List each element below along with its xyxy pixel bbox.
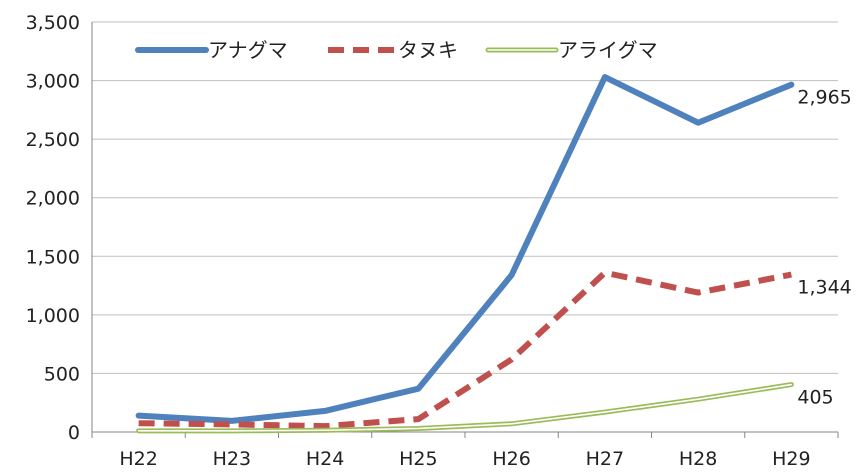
series-lines (135, 74, 795, 434)
data-point (698, 399, 699, 400)
data-point (698, 122, 699, 123)
data-point (791, 84, 792, 85)
legend-label: タヌキ (398, 38, 458, 62)
data-point (791, 274, 792, 275)
data-point (418, 388, 419, 389)
data-point (604, 412, 605, 413)
data-point (231, 420, 232, 421)
y-tick-label: 3,500 (26, 12, 80, 34)
data-point (325, 426, 326, 427)
y-tick-label: 1,000 (26, 305, 80, 327)
data-point (511, 275, 512, 276)
end-data-label: 405 (797, 387, 833, 409)
y-tick-label: 3,000 (26, 71, 80, 93)
series-line-inner (137, 383, 793, 432)
legend-item-2: アライグマ (485, 38, 658, 62)
series-0 (135, 74, 795, 424)
data-point (511, 359, 512, 360)
end-data-label: 1,344 (797, 277, 851, 299)
legend-item-0: アナグマ (135, 38, 288, 62)
x-tick-label: H26 (492, 448, 530, 470)
data-point (231, 424, 232, 425)
gridlines (92, 21, 838, 374)
data-point (138, 430, 139, 431)
data-point (231, 430, 232, 431)
data-point (138, 423, 139, 424)
y-tick-label: 0 (68, 422, 80, 444)
y-tick-label: 1,500 (26, 246, 80, 268)
series-line (135, 74, 795, 424)
data-point (418, 419, 419, 420)
axes: 0 500 1,000 1,500 2,000 2,500 3,000 3,500 H22 H23… (26, 12, 839, 470)
data-labels: 2,965 1,344 405 (797, 87, 851, 409)
end-data-label: 2,965 (797, 87, 851, 109)
legend-label: アライグマ (558, 38, 658, 62)
series-2 (136, 382, 794, 434)
x-tick-label: H22 (119, 448, 157, 470)
y-tick-label: 2,000 (26, 188, 80, 210)
data-point (791, 384, 792, 385)
x-tick-label: H23 (213, 448, 251, 470)
data-point (511, 423, 512, 424)
data-point (604, 272, 605, 273)
x-tick-label: H25 (399, 448, 437, 470)
data-point (138, 415, 139, 416)
legend-item-1: タヌキ (328, 38, 458, 62)
data-point (604, 77, 605, 78)
y-tick-label: 2,500 (26, 129, 80, 151)
series-line (138, 269, 792, 430)
data-point (418, 428, 419, 429)
legend-label: アナグマ (208, 38, 288, 62)
data-point (698, 292, 699, 293)
data-point (325, 410, 326, 411)
x-tick-label: H29 (772, 448, 810, 470)
y-tick-label: 500 (44, 363, 80, 385)
x-tick-label: H28 (679, 448, 717, 470)
x-tick-label: H27 (586, 448, 624, 470)
data-point (325, 430, 326, 431)
legend: アナグマ タヌキ アライグマ (135, 38, 658, 62)
x-tick-label: H24 (306, 448, 344, 470)
series-1 (138, 269, 792, 430)
